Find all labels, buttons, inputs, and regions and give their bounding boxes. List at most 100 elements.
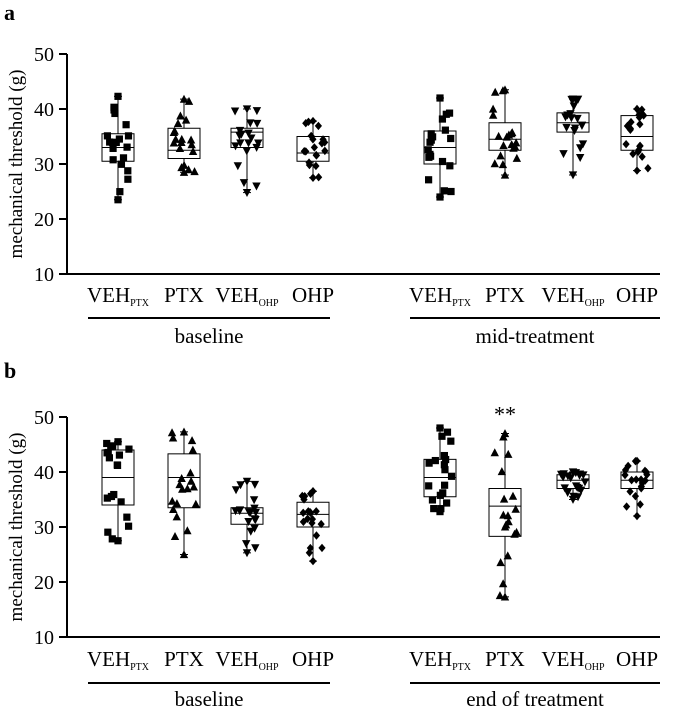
- data-point: [124, 167, 131, 174]
- data-point: [125, 132, 132, 139]
- data-point: [114, 93, 121, 100]
- x-category-label: OHP: [616, 647, 658, 671]
- data-point: [125, 523, 132, 530]
- data-point: [622, 140, 629, 148]
- data-point: [509, 492, 517, 500]
- data-point: [118, 161, 125, 168]
- data-point: [110, 104, 117, 111]
- figure: a1020304050mechanical threshold (g)VEHPT…: [0, 0, 685, 707]
- data-point: [499, 579, 507, 587]
- data-point: [425, 460, 432, 467]
- data-point: [309, 557, 316, 565]
- data-point: [632, 492, 639, 500]
- x-category-label: VEHOHP: [541, 647, 605, 673]
- data-point: [562, 124, 570, 132]
- data-point: [425, 146, 432, 153]
- box-baseline-ptx: [168, 95, 200, 176]
- data-point: [176, 111, 184, 119]
- data-point: [234, 162, 242, 170]
- data-point: [104, 529, 111, 536]
- box-baseline-ohp: [297, 117, 329, 182]
- data-point: [429, 496, 436, 503]
- data-point: [499, 160, 507, 168]
- data-point: [436, 94, 443, 101]
- data-point: [116, 188, 123, 195]
- data-point: [232, 486, 240, 494]
- data-point: [425, 176, 432, 183]
- data-point: [192, 500, 200, 508]
- data-point: [448, 473, 455, 480]
- data-point: [123, 144, 130, 151]
- data-point: [311, 143, 318, 151]
- box-mid-treatment-vehptx: [424, 94, 456, 200]
- box-baseline-vehptx: [102, 438, 134, 544]
- data-point: [318, 544, 325, 552]
- data-point: [439, 115, 446, 122]
- data-point: [491, 88, 499, 96]
- data-point: [432, 457, 439, 464]
- box-baseline-ohp: [297, 487, 329, 565]
- data-point: [576, 154, 584, 162]
- data-point: [104, 495, 111, 502]
- data-point: [253, 120, 261, 128]
- data-point: [442, 127, 449, 134]
- data-point: [104, 132, 111, 139]
- data-point: [447, 188, 454, 195]
- data-point: [425, 482, 432, 489]
- box-baseline-vehptx: [102, 93, 134, 204]
- y-tick-label: 30: [34, 154, 54, 176]
- data-point: [252, 182, 260, 190]
- data-point: [110, 156, 117, 163]
- data-point: [576, 144, 584, 152]
- data-point: [231, 108, 239, 116]
- x-category-label: VEHOHP: [541, 283, 605, 309]
- data-point: [496, 151, 504, 159]
- x-category-label: PTX: [485, 647, 525, 671]
- y-tick-label: 40: [34, 462, 54, 484]
- panel-label: b: [4, 358, 16, 383]
- group-label: mid-treatment: [476, 324, 595, 348]
- data-point: [447, 438, 454, 445]
- data-point: [491, 159, 499, 167]
- data-point: [244, 139, 252, 147]
- data-point: [251, 481, 259, 489]
- panel-label: a: [4, 0, 15, 25]
- data-point: [186, 468, 194, 476]
- x-category-label: PTX: [164, 647, 204, 671]
- data-point: [513, 154, 521, 162]
- data-point: [570, 103, 578, 111]
- box-end-of-treatment-vehohp: [557, 468, 589, 504]
- data-point: [633, 475, 640, 483]
- data-point: [443, 499, 450, 506]
- y-tick-label: 20: [34, 572, 54, 594]
- x-category-label: VEHPTX: [87, 647, 150, 673]
- x-category-label: VEHOHP: [215, 283, 279, 309]
- data-point: [173, 512, 181, 520]
- data-point: [500, 495, 508, 503]
- box-mid-treatment-vehohp: [557, 96, 589, 180]
- data-point: [300, 509, 307, 517]
- data-point: [103, 440, 110, 447]
- data-point: [124, 176, 131, 183]
- data-point: [446, 162, 453, 169]
- data-point: [633, 166, 640, 174]
- box-end-of-treatment-ohp: [621, 457, 653, 520]
- data-point: [251, 544, 259, 552]
- data-point: [313, 531, 320, 539]
- x-category-label: VEHPTX: [409, 647, 472, 673]
- data-point: [446, 110, 453, 117]
- box-mid-treatment-ohp: [621, 105, 653, 175]
- data-point: [438, 433, 445, 440]
- data-point: [439, 489, 446, 496]
- y-axis-label: mechanical threshold (g): [6, 433, 27, 622]
- x-category-label: OHP: [292, 647, 334, 671]
- data-point: [250, 496, 258, 504]
- data-point: [116, 135, 123, 142]
- data-point: [430, 505, 437, 512]
- data-point: [174, 119, 182, 127]
- data-point: [313, 151, 320, 159]
- data-point: [243, 147, 251, 155]
- data-point: [427, 153, 434, 160]
- data-point: [636, 120, 643, 128]
- data-point: [637, 500, 644, 508]
